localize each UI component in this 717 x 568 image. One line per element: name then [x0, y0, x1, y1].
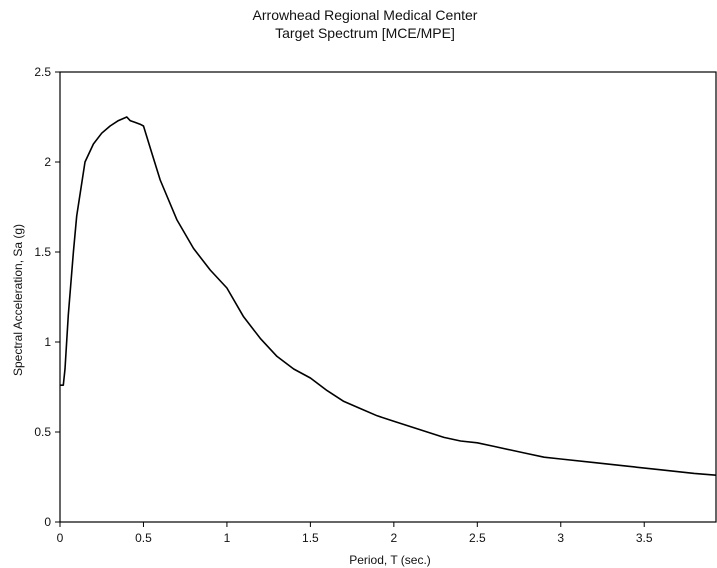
chart-subtitle: Target Spectrum [MCE/MPE] [275, 25, 455, 41]
x-tick-label: 1 [224, 531, 231, 545]
y-tick-label: 0 [44, 515, 51, 529]
spectrum-line [60, 116, 717, 476]
x-tick-label: 2.5 [469, 531, 486, 545]
chart-title: Arrowhead Regional Medical Center [253, 7, 478, 23]
ticks-layer: 0 0.5 1 1.5 2 2.5 0 0.5 1 1.5 2 2.5 3 3.5 [34, 65, 653, 545]
x-tick-label: 3.5 [636, 531, 653, 545]
y-tick-label: 2 [44, 155, 51, 169]
x-tick-label: 1.5 [302, 531, 319, 545]
y-tick-label: 1.5 [34, 245, 51, 259]
y-tick-label: 0.5 [34, 425, 51, 439]
plot-frame [59, 71, 717, 523]
y-axis-label: Spectral Acceleration, Sa (g) [11, 224, 25, 376]
y-tick-label: 1 [44, 335, 51, 349]
x-tick-label: 0.5 [135, 531, 152, 545]
plot-area [59, 71, 717, 523]
y-tick-label: 2.5 [34, 65, 51, 79]
series-layer [60, 116, 717, 476]
x-tick-label: 3 [557, 531, 564, 545]
x-axis-label: Period, T (sec.) [349, 553, 431, 567]
x-tick-label: 2 [390, 531, 397, 545]
x-tick-label: 0 [57, 531, 64, 545]
